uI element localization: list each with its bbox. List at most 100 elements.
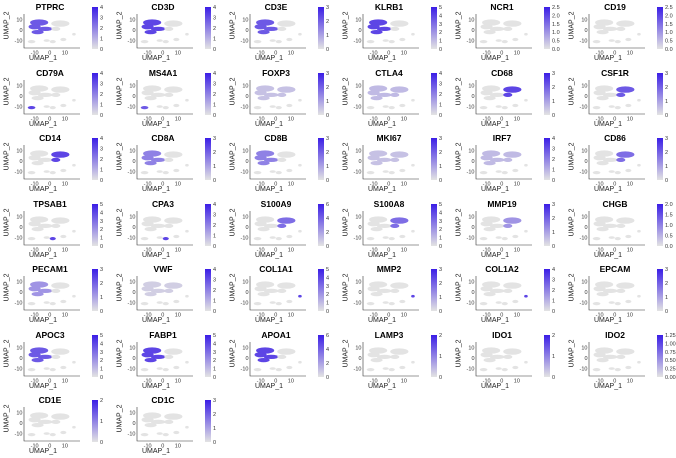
legend-tick-label: 0.25: [665, 366, 676, 372]
legend-tick-label: 3: [439, 267, 442, 273]
color-legend-bar: [205, 400, 211, 442]
umap-cell-cluster: [162, 40, 169, 44]
legend-tick-label: 4: [326, 347, 329, 353]
x-tick-label: -10: [370, 247, 378, 253]
x-tick-label: 10: [175, 247, 181, 253]
gene-title: CD1E: [38, 395, 62, 405]
x-tick-label: -10: [257, 116, 265, 122]
gene-title: MKI67: [376, 133, 402, 143]
umap-cell-cluster: [49, 105, 56, 109]
umap-cell-cluster: [263, 26, 279, 31]
legend-tick-label: 3: [213, 81, 216, 87]
umap-cell-cluster: [390, 354, 400, 359]
feature-panel-vwf: VWF UMAP_2 UMAP_1 -10 0 10 10 0 -10 0 1 2 3 4: [115, 264, 227, 327]
umap-cell-cluster: [162, 171, 169, 175]
umap-cell-cluster: [480, 155, 493, 161]
x-tick-label: 0: [161, 378, 164, 384]
gene-title: FOXP3: [262, 67, 290, 78]
umap-cell-cluster: [593, 286, 606, 292]
umap-cell-cluster: [390, 92, 400, 97]
x-tick-label: 10: [175, 313, 181, 319]
x-tick-label: -10: [596, 247, 604, 253]
umap-cell-cluster: [489, 26, 505, 31]
umap-cell-cluster: [366, 171, 375, 175]
umap-cell-cluster: [614, 236, 621, 240]
umap-scatter: -10 0 10 10 0 -10 0 1 2 3 4 5: [15, 333, 104, 385]
umap-cell-cluster: [173, 430, 180, 435]
x-axis-label: UMAP_1: [28, 251, 57, 259]
umap-cell-cluster: [269, 366, 276, 370]
umap-scatter: -10 0 10 10 0 -10 0 1 2 3: [580, 267, 669, 319]
color-legend-bar: [318, 334, 324, 377]
umap-cell-cluster: [60, 168, 67, 173]
umap-cell-cluster: [277, 288, 287, 293]
umap-scatter: -10 0 10 10 0 -10 0 1 2 3: [241, 71, 330, 123]
umap-cell-cluster: [501, 105, 508, 109]
umap-scatter: -10 0 10 10 0 -10 0 1 2 3 4 5: [15, 202, 104, 254]
feature-panel-epcam: EPCAM UMAP_2 UMAP_1 -10 0 10 10 0 -10 0 1 2 3: [567, 264, 676, 327]
umap-cell-cluster: [388, 40, 395, 44]
legend-tick-label: 3: [213, 349, 216, 355]
legend-tick-label: 1.00: [665, 341, 676, 347]
legend-tick-label: 1: [665, 164, 668, 170]
umap-cell-cluster: [43, 39, 50, 42]
umap-cell-cluster: [482, 19, 501, 26]
umap-cell-cluster: [367, 286, 380, 292]
gene-title: CD3D: [151, 2, 175, 12]
legend-tick-label: 3: [665, 136, 668, 142]
legend-tick-label: 5: [439, 202, 442, 208]
axis-lines: [475, 210, 532, 245]
umap-cell-cluster: [141, 155, 154, 161]
umap-cell-cluster: [277, 157, 287, 162]
legend-tick-label: 4: [213, 71, 216, 77]
legend-tick-label: 0: [213, 309, 216, 315]
x-axis-label: UMAP_1: [254, 317, 283, 324]
y-tick-label: 0: [245, 93, 248, 99]
legend-tick-label: 2: [326, 230, 329, 236]
umap-cell-cluster: [156, 170, 163, 173]
legend-tick-label: 0: [213, 375, 216, 381]
umap-cell-cluster: [150, 223, 166, 228]
umap-cell-cluster: [596, 95, 609, 100]
umap-cell-cluster: [495, 104, 502, 108]
umap-cell-cluster: [495, 366, 502, 370]
x-axis-label: UMAP_1: [367, 382, 396, 390]
axis-lines: [588, 210, 645, 245]
legend-tick-label: 0: [439, 113, 442, 119]
feature-panel-cd14: CD14 UMAP_2 UMAP_1 -10 0 10 10 0 -10 0 1 2 3 4: [2, 133, 114, 196]
legend-tick-label: 0: [100, 178, 103, 184]
umap-cell-cluster: [164, 157, 174, 162]
color-legend-bar: [205, 203, 211, 246]
umap-cell-cluster: [286, 37, 293, 42]
legend-tick-label: 3: [326, 71, 329, 77]
umap-cell-cluster: [298, 98, 302, 101]
y-tick-label: -10: [15, 432, 23, 438]
feature-panel-pecam1: PECAM1 UMAP_2 UMAP_1 -10 0 10 10 0 -10 0 1 2 3: [2, 264, 114, 327]
legend-tick-label: 2: [439, 92, 442, 98]
x-tick-label: 0: [387, 51, 390, 57]
umap-cell-cluster: [503, 85, 522, 93]
umap-cell-cluster: [637, 360, 641, 363]
legend-tick-label: 5: [326, 267, 329, 273]
y-tick-label: -10: [128, 366, 136, 372]
umap-cell-cluster: [366, 105, 375, 109]
legend-tick-label: 1.25: [665, 333, 676, 339]
legend-tick-label: 2: [439, 333, 442, 339]
gene-title: CPA3: [151, 198, 175, 209]
umap-scatter: -10 0 10 10 0 -10 0 1 2 3 4 5: [354, 5, 443, 57]
legend-tick-label: 2: [213, 412, 216, 418]
umap-cell-cluster: [51, 26, 61, 31]
y-tick-label: 10: [242, 345, 248, 351]
legend-tick-label: 0: [665, 113, 668, 119]
y-tick-label: 10: [581, 345, 587, 351]
umap-cell-cluster: [503, 354, 513, 359]
umap-scatter: -10 0 10 10 0 -10 0 1 2 3 4: [15, 71, 104, 123]
umap-cell-cluster: [164, 20, 183, 27]
umap-cell-cluster: [277, 151, 296, 158]
umap-cell-cluster: [162, 433, 169, 437]
umap-cell-cluster: [277, 20, 296, 27]
umap-cell-cluster: [254, 286, 267, 292]
umap-scatter: -10 0 10 10 0 -10 0 1 2 3: [467, 71, 556, 123]
x-axis-label: UMAP_1: [141, 317, 170, 324]
y-tick-label: 10: [129, 410, 135, 416]
